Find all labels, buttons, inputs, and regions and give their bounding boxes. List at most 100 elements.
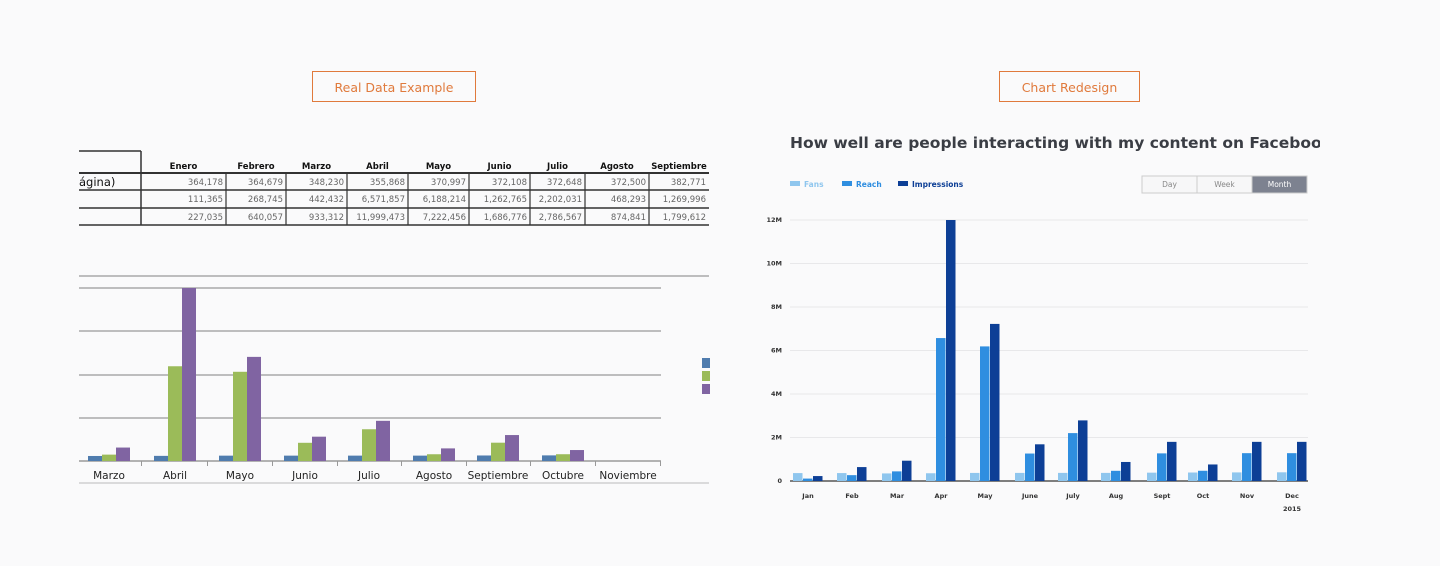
bar-reach [1111, 470, 1121, 481]
bar-reach [1287, 453, 1297, 481]
table-cell: 372,108 [492, 178, 527, 188]
legacy-bar-1 [233, 371, 247, 461]
bar-fans [793, 473, 803, 481]
real-data-svg: Enero Febrero Marzo Abril Mayo Junio Julio Agos… [79, 150, 710, 484]
redesign-svg: How well are people interacting with my … [766, 134, 1340, 513]
legacy-legend-swatch [702, 371, 710, 381]
legacy-legend-swatch [702, 358, 710, 368]
bar-reach [936, 338, 946, 481]
table-cell: 111,365 [188, 195, 223, 205]
legacy-bar-0 [154, 455, 168, 461]
legacy-bar-1 [168, 366, 182, 461]
x-tick-label: May [978, 492, 994, 500]
legend-label: Fans [804, 180, 824, 189]
table-cell: 370,997 [431, 178, 466, 188]
table-header-cell: Enero [170, 162, 198, 172]
bar-impressions [813, 476, 823, 481]
segment-label: Month [1268, 180, 1292, 189]
year-label: 2015 [1283, 505, 1302, 513]
legacy-bar-2 [182, 288, 196, 461]
bar-fans [1188, 472, 1198, 481]
bar-impressions [1035, 444, 1045, 481]
bar-fans [1232, 472, 1242, 481]
bar-reach [1025, 453, 1035, 481]
legacy-bar-1 [362, 429, 376, 461]
bar-reach [1198, 470, 1208, 481]
legacy-x-label: Junio [291, 470, 318, 482]
legacy-x-label: Agosto [416, 470, 452, 482]
x-tick-label: Dec [1285, 492, 1299, 500]
legacy-bar-2 [312, 436, 326, 461]
x-tick-label: Sept [1154, 492, 1171, 500]
table-row-label: ágina) [79, 175, 115, 189]
table-cell: 6,188,214 [423, 195, 466, 205]
x-tick-label: Nov [1240, 492, 1255, 500]
legacy-bar-0 [88, 455, 102, 461]
legacy-bar-0 [542, 455, 556, 461]
legacy-bar-0 [284, 455, 298, 461]
legend-label: Impressions [912, 180, 964, 189]
legacy-bar-2 [247, 356, 261, 461]
table-cell: 468,293 [611, 195, 646, 205]
bar-fans [926, 473, 936, 481]
bar-fans [1015, 472, 1025, 481]
y-tick-label: 10M [766, 260, 782, 268]
bar-impressions [1297, 441, 1307, 481]
table-header-cell: Septiembre [651, 162, 707, 172]
legacy-legend-swatch [702, 384, 710, 394]
bar-impressions [946, 220, 956, 481]
table-header-cell: Junio [486, 162, 511, 172]
legacy-x-label: Noviembre [599, 470, 656, 482]
bar-reach [892, 471, 902, 481]
table-cell: 1,799,612 [663, 213, 706, 223]
legacy-bar-1 [102, 454, 116, 461]
bar-impressions [1167, 441, 1177, 481]
y-tick-label: 4M [771, 390, 782, 398]
table-cell: 355,868 [370, 178, 405, 188]
table-cell: 640,057 [248, 213, 283, 223]
legacy-bar-1 [556, 454, 570, 461]
bar-fans [970, 472, 980, 481]
table-cell: 11,999,473 [356, 213, 405, 223]
legacy-bar-2 [441, 448, 455, 461]
legacy-bar-1 [427, 454, 441, 461]
legacy-bar-1 [491, 442, 505, 461]
legacy-bar-0 [219, 455, 233, 461]
legacy-bar-0 [477, 455, 491, 461]
legacy-x-label: Marzo [93, 470, 125, 482]
table-cell: 1,262,765 [484, 195, 527, 205]
legacy-x-label: Mayo [226, 470, 254, 482]
segment-label: Week [1214, 180, 1235, 189]
y-tick-label: 2M [771, 434, 782, 442]
table-cell: 268,745 [248, 195, 283, 205]
y-tick-label: 12M [766, 216, 782, 224]
table-cell: 364,178 [188, 178, 223, 188]
y-tick-label: 8M [771, 303, 782, 311]
bar-fans [1277, 472, 1287, 481]
table-cell: 372,500 [611, 178, 646, 188]
bar-reach [803, 478, 813, 481]
bar-reach [1157, 453, 1167, 481]
bar-reach [847, 475, 857, 481]
table-cell: 7,222,456 [423, 213, 466, 223]
legacy-bar-2 [376, 420, 390, 461]
legacy-x-label: Julio [357, 470, 380, 482]
bar-impressions [857, 467, 867, 481]
legend-swatch-2 [898, 181, 908, 186]
legacy-x-label: Abril [163, 470, 187, 482]
x-tick-label: Apr [935, 492, 949, 500]
bar-impressions [1252, 441, 1262, 481]
chart-title: How well are people interacting with my … [790, 134, 1320, 152]
legacy-bar-2 [116, 447, 130, 461]
x-tick-label: Aug [1109, 492, 1124, 500]
bar-impressions [1078, 420, 1088, 481]
bar-fans [837, 473, 847, 481]
table-cell: 933,312 [309, 213, 344, 223]
legacy-bar-1 [298, 442, 312, 461]
table-cell: 874,841 [611, 213, 646, 223]
real-data-panel: Enero Febrero Marzo Abril Mayo Junio Julio Agos… [79, 145, 714, 494]
table-cell: 227,035 [188, 213, 223, 223]
legend-label: Reach [856, 180, 882, 189]
legacy-x-label: Septiembre [468, 470, 529, 482]
y-tick-label: 6M [771, 347, 782, 355]
